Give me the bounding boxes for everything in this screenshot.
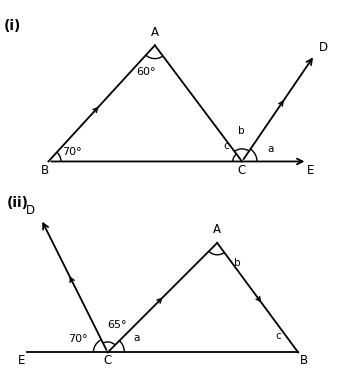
Text: (ii): (ii) xyxy=(7,196,29,210)
Text: 70°: 70° xyxy=(62,147,81,157)
Text: E: E xyxy=(18,354,26,367)
Text: 60°: 60° xyxy=(136,67,156,77)
Text: B: B xyxy=(40,163,49,176)
Text: A: A xyxy=(213,223,221,236)
Text: 65°: 65° xyxy=(107,320,127,330)
Text: D: D xyxy=(26,204,35,217)
Text: b: b xyxy=(234,258,241,268)
Text: 70°: 70° xyxy=(68,334,88,344)
Text: D: D xyxy=(319,41,328,54)
Text: C: C xyxy=(103,354,112,367)
Text: c: c xyxy=(275,331,281,341)
Text: B: B xyxy=(300,354,308,367)
Text: C: C xyxy=(238,163,246,176)
Text: a: a xyxy=(133,333,139,343)
Text: E: E xyxy=(307,163,314,176)
Text: A: A xyxy=(151,27,159,40)
Text: b: b xyxy=(238,126,244,136)
Text: a: a xyxy=(267,144,273,154)
Text: (i): (i) xyxy=(4,19,21,33)
Text: c: c xyxy=(224,141,229,151)
